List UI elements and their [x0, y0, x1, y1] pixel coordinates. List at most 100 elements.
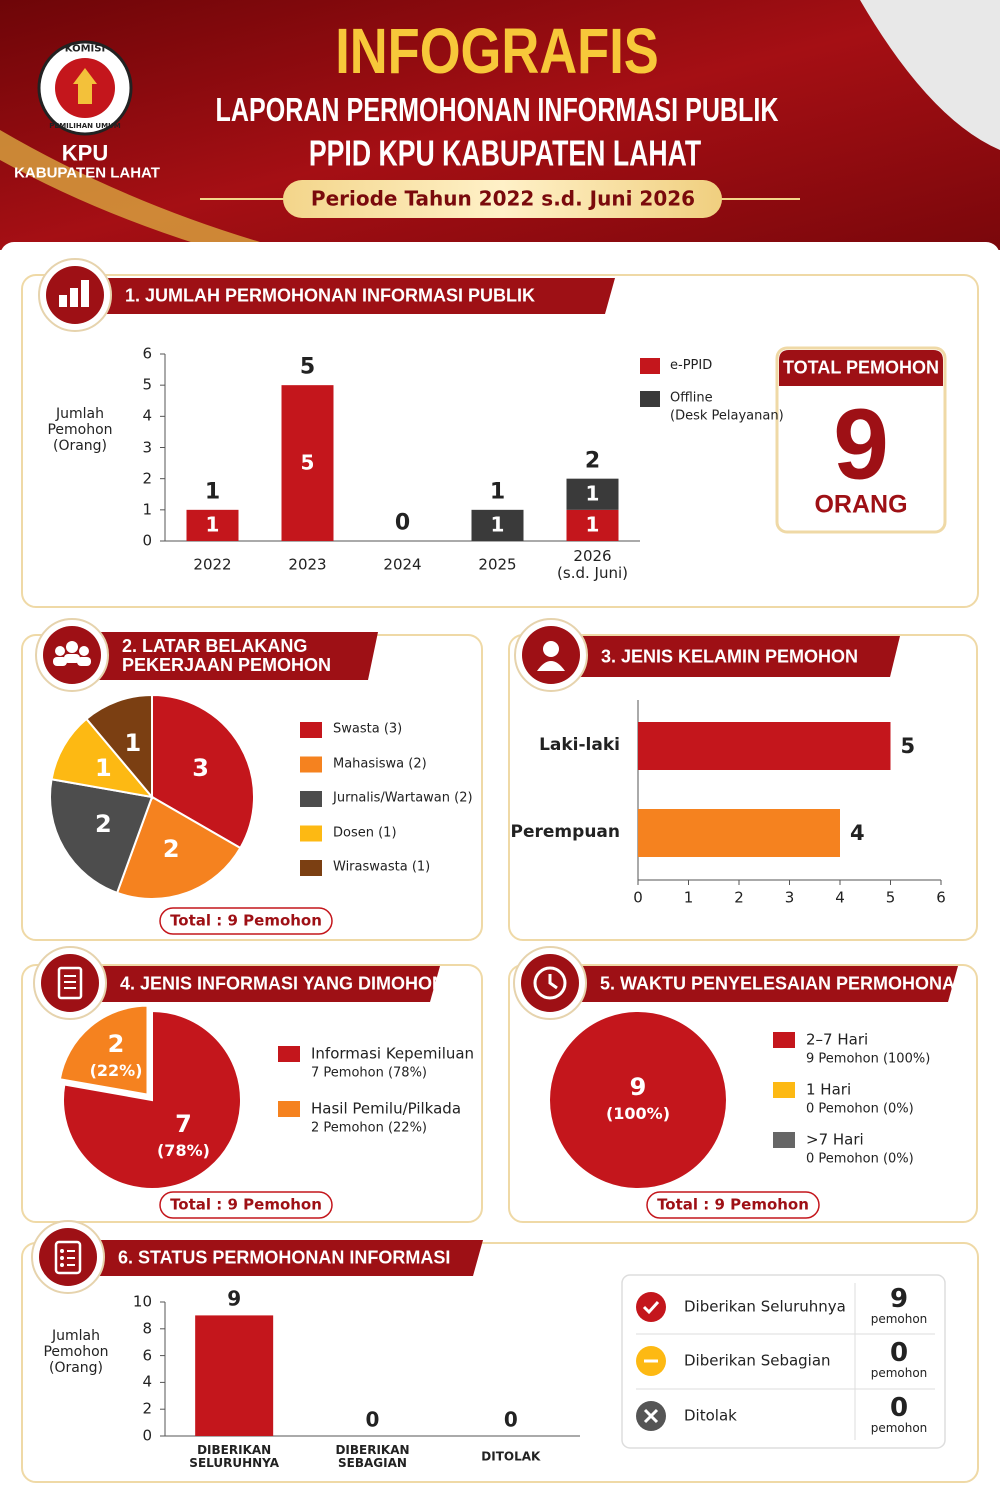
- legend-detail: 0 Pemohon (0%): [806, 1101, 914, 1117]
- slice-value-label: 1: [124, 729, 142, 758]
- x-tick-label: DIBERIKAN SEBAGIAN: [335, 1442, 410, 1470]
- x-tick-label: 2023: [288, 555, 327, 574]
- total-label: Total : 9 Pemohon: [657, 1195, 809, 1214]
- panel: [21, 274, 979, 608]
- x-tick-label: 4: [835, 888, 845, 907]
- icon-part: [537, 661, 565, 671]
- pie-slice: [50, 717, 155, 799]
- icon-part: [543, 641, 559, 657]
- icon-part: [60, 1249, 64, 1253]
- total-label: Total : 9 Pemohon: [170, 1195, 322, 1214]
- icon-part: [64, 654, 80, 663]
- legend-swatch: [300, 756, 322, 773]
- y-tick-label: 6: [142, 1345, 152, 1364]
- section-title: 3. JENIS KELAMIN PEMOHON: [601, 646, 859, 667]
- y-tick-label: 8: [142, 1319, 152, 1338]
- bar-value-label: 4: [850, 820, 865, 845]
- y-axis-label: Jumlah Pemohon (Orang): [47, 405, 113, 455]
- legend-swatch: [300, 791, 322, 807]
- bar-total-label: 1: [204, 479, 221, 505]
- x-tick-label: DITOLAK: [481, 1449, 541, 1464]
- legend-label: Offline (Desk Pelayanan): [670, 390, 784, 423]
- legend-label: Mahasiswa (2): [333, 756, 427, 772]
- bar-value-label: 1: [205, 512, 220, 537]
- y-tick-label: 0: [142, 531, 152, 550]
- bar-value-label: 1: [490, 512, 505, 537]
- pie-slice: [49, 778, 154, 895]
- legend-detail: 0 Pemohon (0%): [806, 1151, 914, 1167]
- status-label: Diberikan Seluruhnya: [684, 1297, 846, 1316]
- legend-swatch: [773, 1082, 795, 1098]
- bar-total-label: 1: [489, 479, 506, 505]
- icon-part: [60, 1263, 64, 1267]
- y-tick-label: 4: [142, 406, 152, 425]
- legend-label: Informasi Kepemiluan: [311, 1044, 475, 1063]
- icon-part: [70, 288, 78, 307]
- y-tick-label: Perempuan: [510, 822, 620, 843]
- legend-detail: 2 Pemohon (22%): [311, 1120, 427, 1136]
- legend-swatch: [278, 1101, 300, 1117]
- icon-part: [548, 974, 558, 990]
- slice-value-label: 7: [175, 1110, 192, 1139]
- status-box: [621, 1274, 946, 1449]
- legend-swatch: [278, 1046, 300, 1062]
- x-tick-label: 2026 (s.d. Juni): [557, 546, 628, 582]
- period-pill: [283, 180, 722, 218]
- slice-value-label: 2: [162, 834, 180, 863]
- icon-part: [77, 657, 91, 666]
- icon-part: [60, 1256, 64, 1260]
- bar-value-label: 1: [585, 481, 600, 506]
- pie-slice: [548, 1009, 728, 1191]
- legend-detail: 9 Pemohon (100%): [806, 1051, 931, 1067]
- icon-part: [59, 295, 67, 307]
- title-ribbon: [551, 636, 900, 677]
- legend-swatch: [300, 722, 322, 738]
- status-icon-glyph: [643, 1408, 659, 1424]
- pie-slice: [58, 1004, 149, 1096]
- pie-slice: [151, 693, 255, 850]
- org-name: KPU: [61, 140, 109, 166]
- status-unit: pemohon: [870, 1366, 928, 1381]
- bar-value-label: 9: [227, 1286, 242, 1311]
- y-tick-label: 3: [142, 437, 152, 456]
- total-pill: [646, 1191, 820, 1219]
- panel: [508, 634, 978, 941]
- y-tick-label: 2: [142, 469, 152, 488]
- bar: [638, 722, 891, 770]
- status-value: 0: [889, 1393, 909, 1424]
- bar-value-label: 0: [503, 1407, 518, 1432]
- y-tick-label: 2: [142, 1399, 152, 1418]
- legend-label: >7 Hari: [806, 1130, 864, 1149]
- total-box-label: TOTAL PEMOHON: [782, 357, 940, 378]
- total-box-value: 9: [833, 388, 889, 501]
- title-ribbon: [75, 278, 615, 314]
- section-title: 2. LATAR BELAKANG PEKERJAAN PEMOHON: [122, 636, 332, 675]
- bar-segment: [566, 509, 619, 541]
- icon-part: [53, 657, 67, 666]
- status-label: Ditolak: [684, 1406, 737, 1425]
- legend-label: Hasil Pemilu/Pilkada: [311, 1099, 462, 1118]
- y-tick-label: 1: [142, 500, 152, 519]
- legend-label: 2–7 Hari: [806, 1030, 869, 1049]
- icon-part: [533, 966, 567, 1000]
- slice-value-label: 1: [95, 754, 112, 783]
- legend-swatch: [300, 825, 322, 842]
- slice-percent-label: (22%): [89, 1060, 143, 1080]
- x-tick-label: 6: [936, 888, 946, 907]
- legend-detail: 7 Pemohon (78%): [311, 1065, 427, 1081]
- bar-total-label: 5: [299, 354, 316, 380]
- icon-part: [55, 646, 65, 656]
- title-ribbon: [70, 966, 440, 1002]
- icon-part: [66, 641, 78, 653]
- pie-slice: [115, 795, 242, 900]
- total-label: Total : 9 Pemohon: [170, 911, 322, 930]
- legend-label: Swasta (3): [333, 721, 403, 737]
- bar-value-label: 0: [365, 1407, 380, 1432]
- x-tick-label: 2022: [193, 555, 232, 574]
- icon-part: [54, 1240, 82, 1275]
- bar-segment: [281, 385, 334, 541]
- logo-emblem: [73, 68, 97, 104]
- legend-swatch: [640, 358, 660, 374]
- slice-percent-label: (100%): [605, 1103, 671, 1123]
